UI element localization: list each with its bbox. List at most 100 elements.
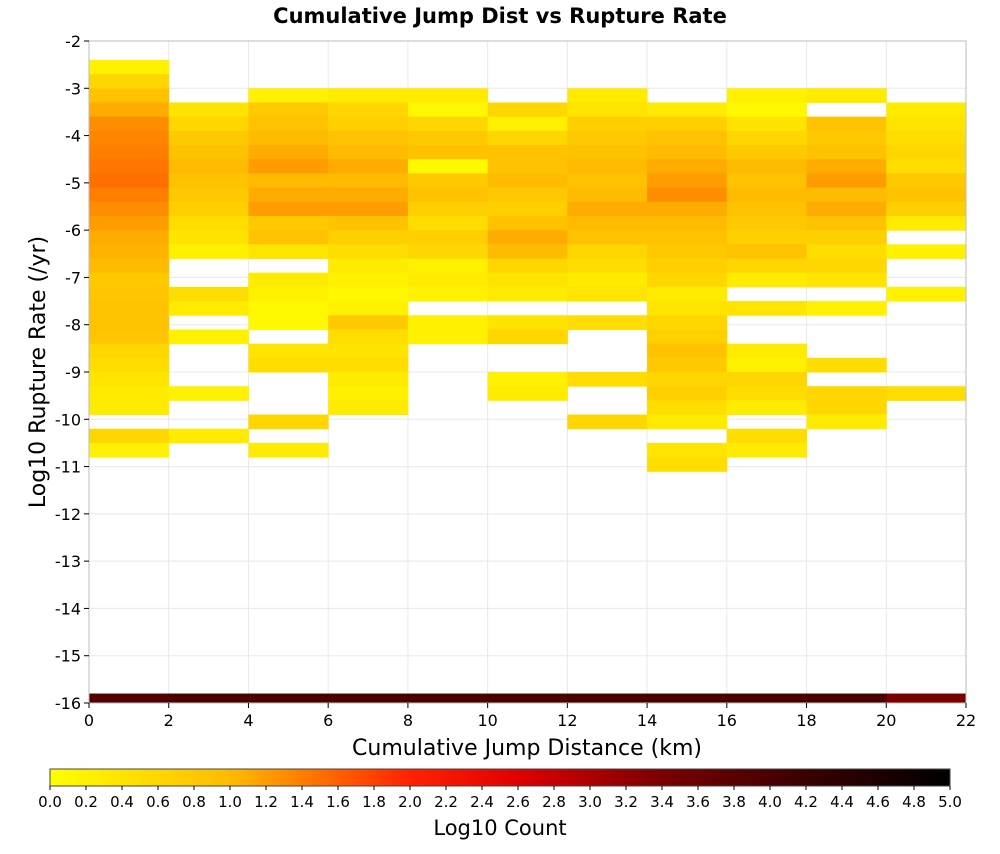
heatmap-cell xyxy=(328,315,409,330)
heatmap-cell xyxy=(168,187,249,203)
heatmap-cell xyxy=(806,187,887,203)
x-tick-label: 6 xyxy=(323,711,333,730)
colorbar-tick-label: 3.2 xyxy=(614,793,638,811)
heatmap-cell xyxy=(647,159,728,174)
heatmap-cell xyxy=(886,102,967,118)
y-tick-label: -6 xyxy=(65,221,81,240)
heatmap-cell xyxy=(567,102,648,118)
heatmap-cell xyxy=(806,357,887,373)
heatmap-cell xyxy=(487,315,568,330)
heatmap-cell xyxy=(806,130,887,146)
heatmap-cell xyxy=(89,357,170,373)
heatmap-cell xyxy=(248,230,329,245)
colorbar-tick-label: 4.6 xyxy=(866,793,890,811)
heatmap-cell xyxy=(726,201,808,217)
heatmap-cell xyxy=(806,400,887,416)
heatmap-cell xyxy=(886,116,967,132)
heatmap-cell xyxy=(886,159,967,174)
heatmap-cell xyxy=(886,386,967,401)
heatmap-cell xyxy=(806,693,887,703)
heatmap-cell xyxy=(248,187,329,203)
heatmap-cell xyxy=(647,301,728,316)
heatmap-cell xyxy=(886,693,967,703)
x-tick-label: 12 xyxy=(557,711,577,730)
heatmap-cell xyxy=(89,329,170,345)
x-tick-label: 22 xyxy=(956,711,976,730)
heatmap-cell xyxy=(487,693,568,703)
heatmap-cell xyxy=(487,215,568,231)
heatmap-cell xyxy=(806,201,887,217)
heatmap-cell xyxy=(886,201,967,217)
heatmap-cell xyxy=(248,286,329,302)
heatmap-cell xyxy=(487,329,568,345)
heatmap-cell xyxy=(567,372,648,387)
heatmap-cell xyxy=(647,286,728,302)
heatmap-cell xyxy=(89,230,170,245)
heatmap-cell xyxy=(567,258,648,274)
heatmap-cell xyxy=(89,372,170,387)
heatmap-cell xyxy=(647,102,728,118)
heatmap-cell xyxy=(89,215,170,231)
heatmap-cell xyxy=(647,400,728,416)
heatmap-cell xyxy=(89,315,170,330)
y-tick-label: -2 xyxy=(65,32,81,51)
y-tick-label: -8 xyxy=(65,316,81,335)
heatmap-cell xyxy=(726,130,808,146)
heatmap-cell xyxy=(886,187,967,203)
heatmap-cell xyxy=(647,414,728,430)
colorbar-tick-label: 1.6 xyxy=(326,793,350,811)
heatmap-cell xyxy=(726,159,808,174)
heatmap-cell xyxy=(806,159,887,174)
heatmap-cell xyxy=(407,187,489,203)
colorbar-ticks: 0.0 0.2 0.4 0.6 0.8 1.0 1.2 1.4 1.6 1.8 2.0 2.2 2.4 2… xyxy=(38,786,962,811)
heatmap-cell xyxy=(407,693,489,703)
heatmap-cell xyxy=(328,357,409,373)
heatmap-cell xyxy=(647,258,728,274)
heatmap-cell xyxy=(328,343,409,359)
heatmap-cell xyxy=(89,201,170,217)
y-axis-label: Log10 Rupture Rate (/yr) xyxy=(26,236,51,508)
heatmap-cell xyxy=(726,102,808,118)
heatmap-cell xyxy=(647,329,728,345)
heatmap-cell xyxy=(328,372,409,387)
x-tick-label: 0 xyxy=(84,711,94,730)
heatmap-cell xyxy=(647,272,728,288)
heatmap-cell xyxy=(886,130,967,146)
heatmap-cell xyxy=(726,88,808,103)
heatmap-cell xyxy=(168,215,249,231)
heatmap-cell xyxy=(89,286,170,302)
heatmap-cell xyxy=(168,286,249,302)
x-tick-label: 20 xyxy=(876,711,896,730)
colorbar-tick-label: 2.6 xyxy=(506,793,530,811)
y-tick-label: -12 xyxy=(55,505,81,524)
heatmap-cell xyxy=(89,59,170,75)
heatmap-cell xyxy=(726,230,808,245)
heatmap-cell xyxy=(89,244,170,260)
heatmap-cell xyxy=(886,244,967,260)
heatmap-cell xyxy=(248,88,329,103)
colorbar-tick-label: 4.4 xyxy=(830,793,854,811)
heatmap-cell xyxy=(726,386,808,401)
heatmap-cell xyxy=(248,414,329,430)
heatmap-cell xyxy=(487,173,568,189)
heatmap-cell xyxy=(168,301,249,316)
heatmap-cell xyxy=(248,442,329,458)
heatmap-cell xyxy=(248,130,329,146)
heatmap-cell xyxy=(89,386,170,401)
colorbar-tick-label: 4.2 xyxy=(794,793,818,811)
heatmap-cell xyxy=(806,173,887,189)
colorbar-tick-label: 2.0 xyxy=(398,793,422,811)
heatmap-cell xyxy=(726,428,808,444)
colorbar-tick-label: 5.0 xyxy=(938,793,962,811)
colorbar-tick-label: 2.8 xyxy=(542,793,566,811)
heatmap-cell xyxy=(726,372,808,387)
heatmap-cell xyxy=(726,116,808,132)
colorbar-tick-label: 0.2 xyxy=(74,793,98,811)
y-tick-label: -14 xyxy=(55,599,81,618)
heatmap-cell xyxy=(726,272,808,288)
heatmap-cell xyxy=(328,400,409,416)
x-tick-label: 2 xyxy=(164,711,174,730)
heatmap-cell xyxy=(328,201,409,217)
heatmap-cell xyxy=(328,286,409,302)
